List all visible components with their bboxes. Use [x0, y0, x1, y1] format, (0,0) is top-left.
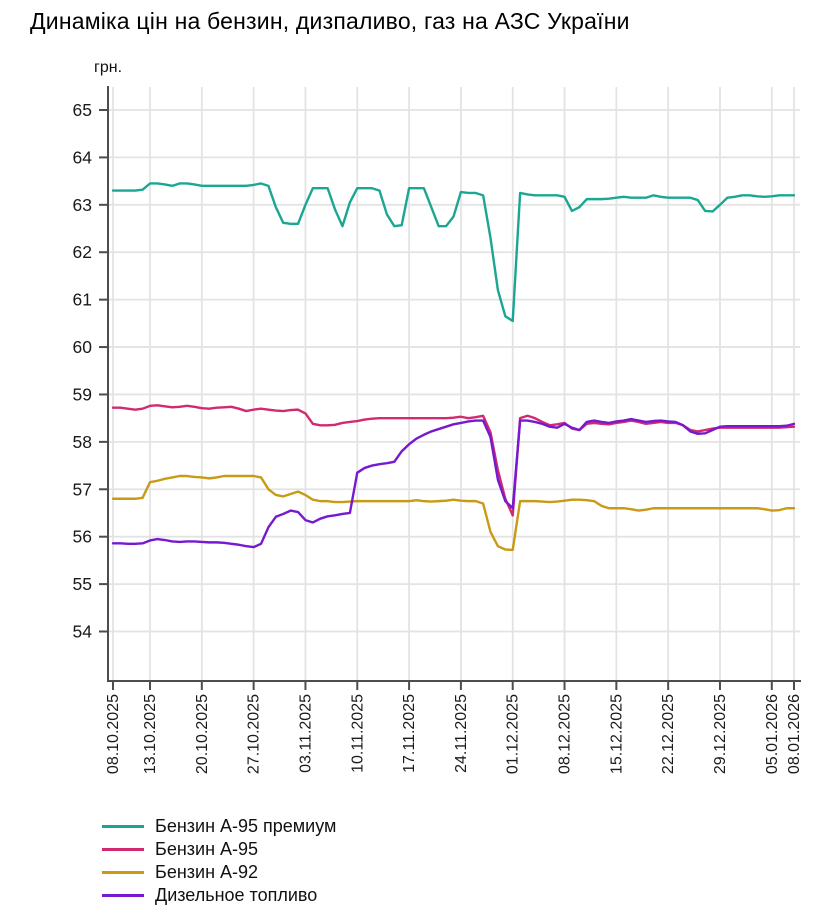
- x-tick-label: 08.12.2025: [557, 694, 574, 774]
- legend-item-0: Бензин А-95 премиум: [102, 815, 336, 838]
- price-chart-plot: 54 55 56 57 58 59 60 61 62 63 64 65 08.10.2025 13.10.…: [73, 86, 803, 774]
- legend-swatch: [102, 825, 144, 828]
- x-tick-label: 08.10.2025: [105, 694, 122, 774]
- x-tick-label: 29.12.2025: [712, 694, 729, 774]
- x-tick-label: 03.11.2025: [297, 694, 314, 773]
- legend-item-3: Дизельное топливо: [102, 884, 336, 907]
- x-tick-label: 24.11.2025: [453, 694, 470, 773]
- legend-label: Бензин А-92: [155, 862, 259, 882]
- x-tick-label: 22.12.2025: [660, 694, 677, 774]
- series-line-3: [111, 417, 796, 549]
- y-tick-label: 54: [73, 622, 93, 642]
- x-tick-label: 10.11.2025: [349, 694, 366, 773]
- x-tick-label: 27.10.2025: [246, 694, 263, 774]
- x-tick-label: 08.01.2026: [786, 694, 803, 774]
- y-axis-unit-label: грн.: [94, 59, 123, 76]
- x-tick-label: 17.11.2025: [401, 694, 418, 773]
- y-tick-label: 57: [73, 479, 92, 499]
- y-tick-label: 55: [73, 574, 92, 594]
- x-tick-label: 13.10.2025: [142, 694, 159, 774]
- y-tick-label: 62: [73, 242, 92, 262]
- y-tick-label: 60: [73, 337, 93, 357]
- series-line-2: [111, 474, 796, 552]
- legend-label: Бензин А-95: [155, 839, 259, 859]
- chart-legend: Бензин А-95 премиум Бензин А-95 Бензин А-9…: [102, 815, 336, 907]
- chart-title: Динаміка цін на бензин, дизпаливо, газ н…: [30, 8, 630, 34]
- legend-item-2: Бензин А-92: [102, 861, 336, 884]
- legend-swatch: [102, 871, 144, 874]
- x-tick-label: 01.12.2025: [505, 694, 522, 774]
- y-tick-label: 59: [73, 384, 92, 404]
- y-tick-label: 61: [73, 290, 92, 310]
- y-tick-label: 65: [73, 100, 92, 120]
- legend-swatch: [102, 894, 144, 897]
- y-tick-label: 56: [73, 527, 92, 547]
- legend-label: Бензин А-95 премиум: [155, 816, 337, 836]
- y-tick-label: 64: [73, 147, 93, 167]
- series-line-0: [111, 182, 796, 323]
- y-tick-label: 63: [73, 195, 92, 215]
- legend-swatch: [102, 848, 144, 851]
- x-tick-label: 15.12.2025: [608, 694, 625, 774]
- legend-label: Дизельное топливо: [155, 885, 318, 905]
- y-tick-label: 58: [73, 432, 92, 452]
- legend-item-1: Бензин А-95: [102, 838, 336, 861]
- x-tick-label: 05.01.2026: [764, 694, 781, 774]
- x-tick-label: 20.10.2025: [194, 694, 211, 774]
